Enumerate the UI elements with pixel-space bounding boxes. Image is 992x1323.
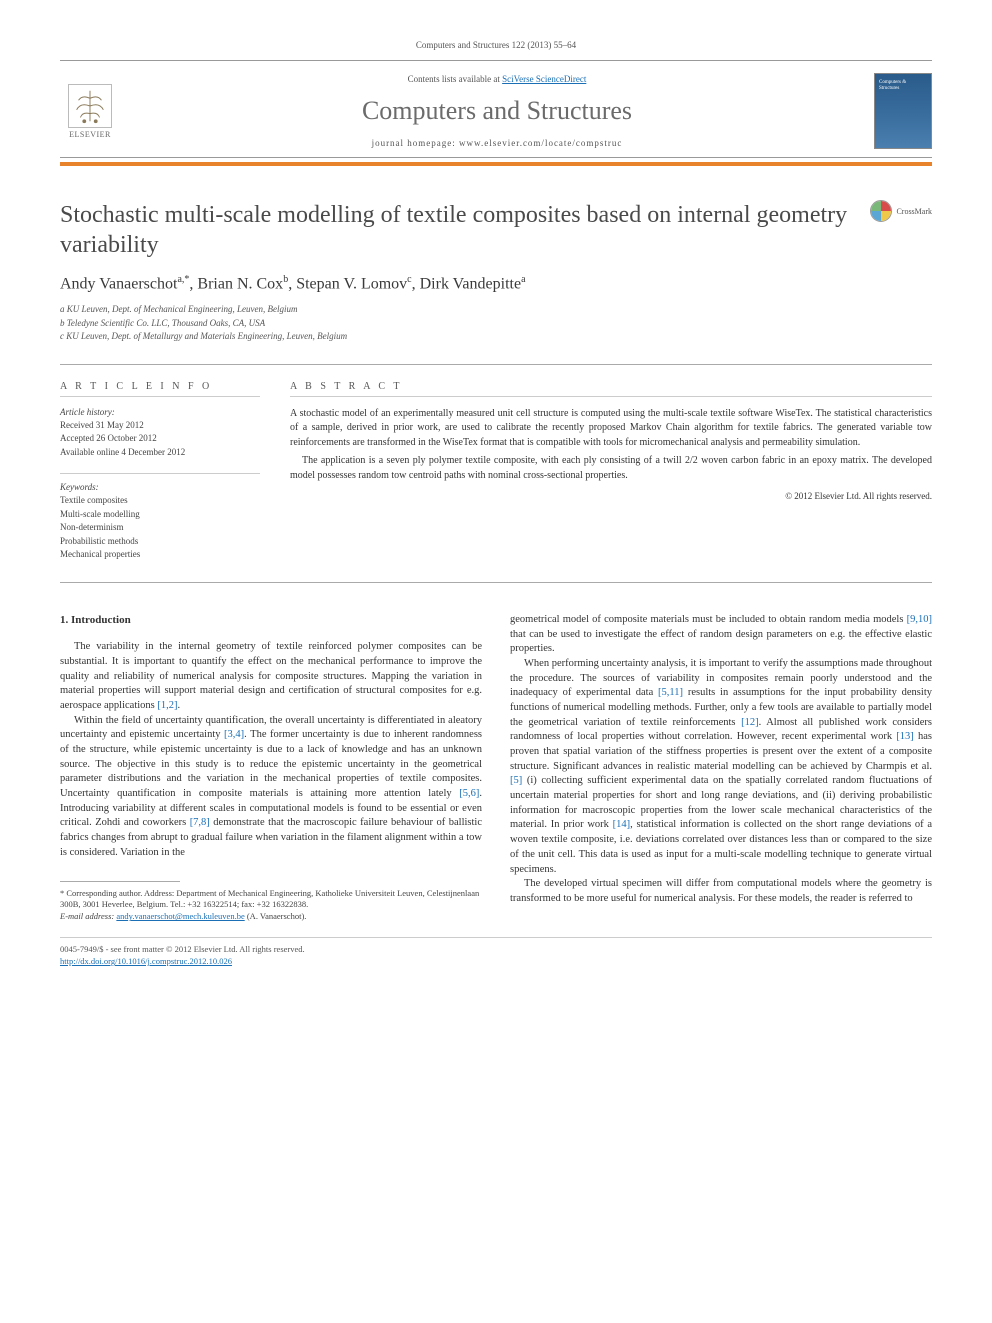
body-paragraph: The developed virtual specimen will diff… [510,877,932,906]
author: Brian N. Cox [197,275,283,292]
keyword: Textile composites [60,494,260,508]
abstract-heading: A B S T R A C T [290,381,932,397]
keywords-label: Keywords: [60,473,260,492]
article-info-heading: A R T I C L E I N F O [60,381,260,397]
email-suffix: (A. Vanaerschot). [245,911,307,921]
footnotes: * Corresponding author. Address: Departm… [60,888,482,924]
article-info: A R T I C L E I N F O Article history: R… [60,381,260,562]
keyword: Mechanical properties [60,548,260,562]
affiliation: b Teledyne Scientific Co. LLC, Thousand … [60,317,932,331]
corresponding-author-note: * Corresponding author. Address: Departm… [60,888,482,912]
accent-bar [60,162,932,166]
cover-thumb-title: Computers & Structures [879,80,927,91]
history-label: Article history: [60,407,260,417]
author-mark: a [521,274,525,285]
author: Dirk Vandepitte [420,275,521,292]
journal-name: Computers and Structures [120,96,874,126]
abstract-paragraph: A stochastic model of an experimentally … [290,407,932,451]
history-item: Accepted 26 October 2012 [60,432,260,446]
history-item: Received 31 May 2012 [60,419,260,433]
abstract-paragraph: The application is a seven ply polymer t… [290,454,932,483]
email-label: E-mail address: [60,911,116,921]
author-email-link[interactable]: andy.vanaerschot@mech.kuleuven.be [116,911,244,921]
page: Computers and Structures 122 (2013) 55–6… [0,0,992,1008]
sciencedirect-link[interactable]: SciVerse ScienceDirect [502,74,586,84]
abstract-copyright: © 2012 Elsevier Ltd. All rights reserved… [290,491,932,501]
keyword: Non-determinism [60,521,260,535]
doi-link[interactable]: http://dx.doi.org/10.1016/j.compstruc.20… [60,956,232,966]
history-block: Received 31 May 2012 Accepted 26 October… [60,419,260,460]
section-heading: 1. Introduction [60,613,482,628]
body-paragraph: geometrical model of composite materials… [510,613,932,657]
author-list: Andy Vanaerschota,*, Brian N. Coxb, Step… [60,274,932,293]
title-row: Stochastic multi-scale modelling of text… [60,200,932,260]
contents-prefix: Contents lists available at [408,74,502,84]
right-column: geometrical model of composite materials… [510,613,932,923]
crossmark-badge[interactable]: CrossMark [870,200,932,222]
author-mark: c [407,274,411,285]
contents-line: Contents lists available at SciVerse Sci… [120,74,874,84]
journal-citation: Computers and Structures 122 (2013) 55–6… [60,40,932,50]
article-title: Stochastic multi-scale modelling of text… [60,200,870,260]
bottom-meta: 0045-7949/$ - see front matter © 2012 El… [60,937,932,968]
history-item: Available online 4 December 2012 [60,446,260,460]
body-paragraph: Within the field of uncertainty quantifi… [60,714,482,861]
affiliation: a KU Leuven, Dept. of Mechanical Enginee… [60,303,932,317]
abstract-text: A stochastic model of an experimentally … [290,407,932,484]
affiliation: c KU Leuven, Dept. of Metallurgy and Mat… [60,330,932,344]
journal-header-center: Contents lists available at SciVerse Sci… [120,74,874,148]
body-columns: 1. Introduction The variability in the i… [60,613,932,923]
email-line: E-mail address: andy.vanaerschot@mech.ku… [60,911,482,923]
issn-line: 0045-7949/$ - see front matter © 2012 El… [60,944,932,956]
affiliations: a KU Leuven, Dept. of Mechanical Enginee… [60,303,932,344]
keywords-list: Textile composites Multi-scale modelling… [60,494,260,562]
elsevier-tree-icon [68,84,112,128]
body-paragraph: The variability in the internal geometry… [60,640,482,713]
left-column: 1. Introduction The variability in the i… [60,613,482,923]
journal-homepage: journal homepage: www.elsevier.com/locat… [120,138,874,148]
body-paragraph: When performing uncertainty analysis, it… [510,657,932,877]
author: Andy Vanaerschot [60,275,177,292]
author-mark: b [283,274,288,285]
publisher-name: ELSEVIER [69,130,111,139]
abstract: A B S T R A C T A stochastic model of an… [290,381,932,562]
publisher-logo: ELSEVIER [60,84,120,139]
author: Stepan V. Lomov [296,275,407,292]
journal-cover-thumbnail: Computers & Structures [874,73,932,149]
keyword: Multi-scale modelling [60,508,260,522]
author-mark: a,* [177,274,189,285]
journal-header-box: ELSEVIER Contents lists available at Sci… [60,60,932,158]
footnote-separator [60,881,180,882]
crossmark-label: CrossMark [896,207,932,216]
info-abstract-section: A R T I C L E I N F O Article history: R… [60,364,932,583]
keyword: Probabilistic methods [60,535,260,549]
crossmark-icon [870,200,892,222]
